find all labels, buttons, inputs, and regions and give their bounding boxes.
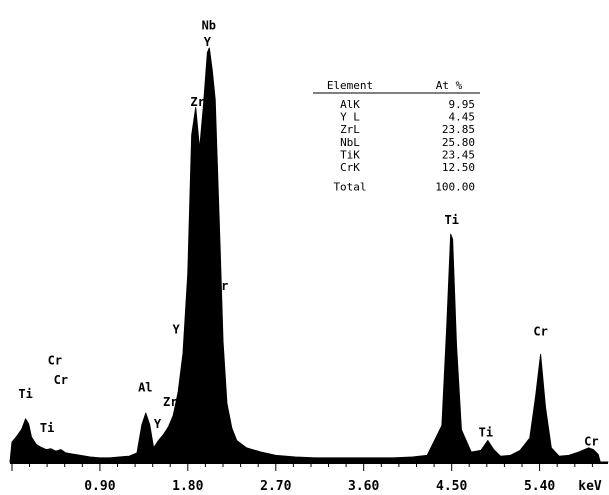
peak-label: Cr xyxy=(584,434,598,448)
composition-table: Element At % AlK 9.95 Y L 4.45 ZrL 23.85 NbL 25.8… xyxy=(313,79,480,194)
peak-label: Ti xyxy=(444,213,458,227)
table-cell-at-percent: 100.00 xyxy=(435,181,475,194)
x-axis-unit: keV xyxy=(578,479,602,494)
table-cell-at-percent: 9.95 xyxy=(449,98,476,111)
peak-label: Zr xyxy=(190,95,204,109)
peak-label: Zr xyxy=(163,395,177,409)
peak-label: Nb xyxy=(220,434,234,448)
table-cell-element: ZrL xyxy=(340,123,360,136)
x-tick-label: 5.40 xyxy=(524,479,555,494)
peak-label: Nb xyxy=(202,18,216,32)
peak-label: Cr xyxy=(54,373,68,387)
table-cell-element: TiK xyxy=(340,148,360,161)
peak-label: Cr xyxy=(48,354,62,368)
table-cell-at-percent: 25.80 xyxy=(442,136,475,149)
x-axis-ticks: 0.90 1.80 2.70 3.60 4.50 5.40 xyxy=(11,463,593,494)
x-tick-label: 3.60 xyxy=(348,479,379,494)
x-tick-label: 4.50 xyxy=(436,479,467,494)
table-header-element: Element xyxy=(327,79,373,92)
peak-label: Al xyxy=(138,381,152,395)
table-cell-at-percent: 23.85 xyxy=(442,123,475,136)
table-cell-element: Total xyxy=(333,181,366,194)
x-tick-label: 2.70 xyxy=(260,479,291,494)
peak-label: Ti xyxy=(18,387,32,401)
peak-label: Ti xyxy=(479,425,493,439)
table-cell-at-percent: 12.50 xyxy=(442,161,475,174)
x-tick-label: 0.90 xyxy=(84,479,115,494)
table-header-at-percent: At % xyxy=(436,79,463,92)
peak-label: Zr xyxy=(214,279,228,293)
table-cell-element: CrK xyxy=(340,161,360,174)
table-cell-element: NbL xyxy=(340,136,360,149)
table-cell-at-percent: 23.45 xyxy=(442,148,475,161)
x-tick-label: 1.80 xyxy=(172,479,203,494)
table-cell-element: Y L xyxy=(340,111,360,124)
peak-label: Y xyxy=(172,323,180,337)
table-cell-element: AlK xyxy=(340,98,360,111)
peak-label: Y xyxy=(154,417,162,431)
peak-label: L xyxy=(182,350,189,364)
peak-label: Cr xyxy=(533,325,547,339)
peak-label: Ti xyxy=(40,421,54,435)
spectrum-area xyxy=(9,47,609,463)
table-cell-at-percent: 4.45 xyxy=(449,111,476,124)
peak-label: Y xyxy=(204,35,212,49)
